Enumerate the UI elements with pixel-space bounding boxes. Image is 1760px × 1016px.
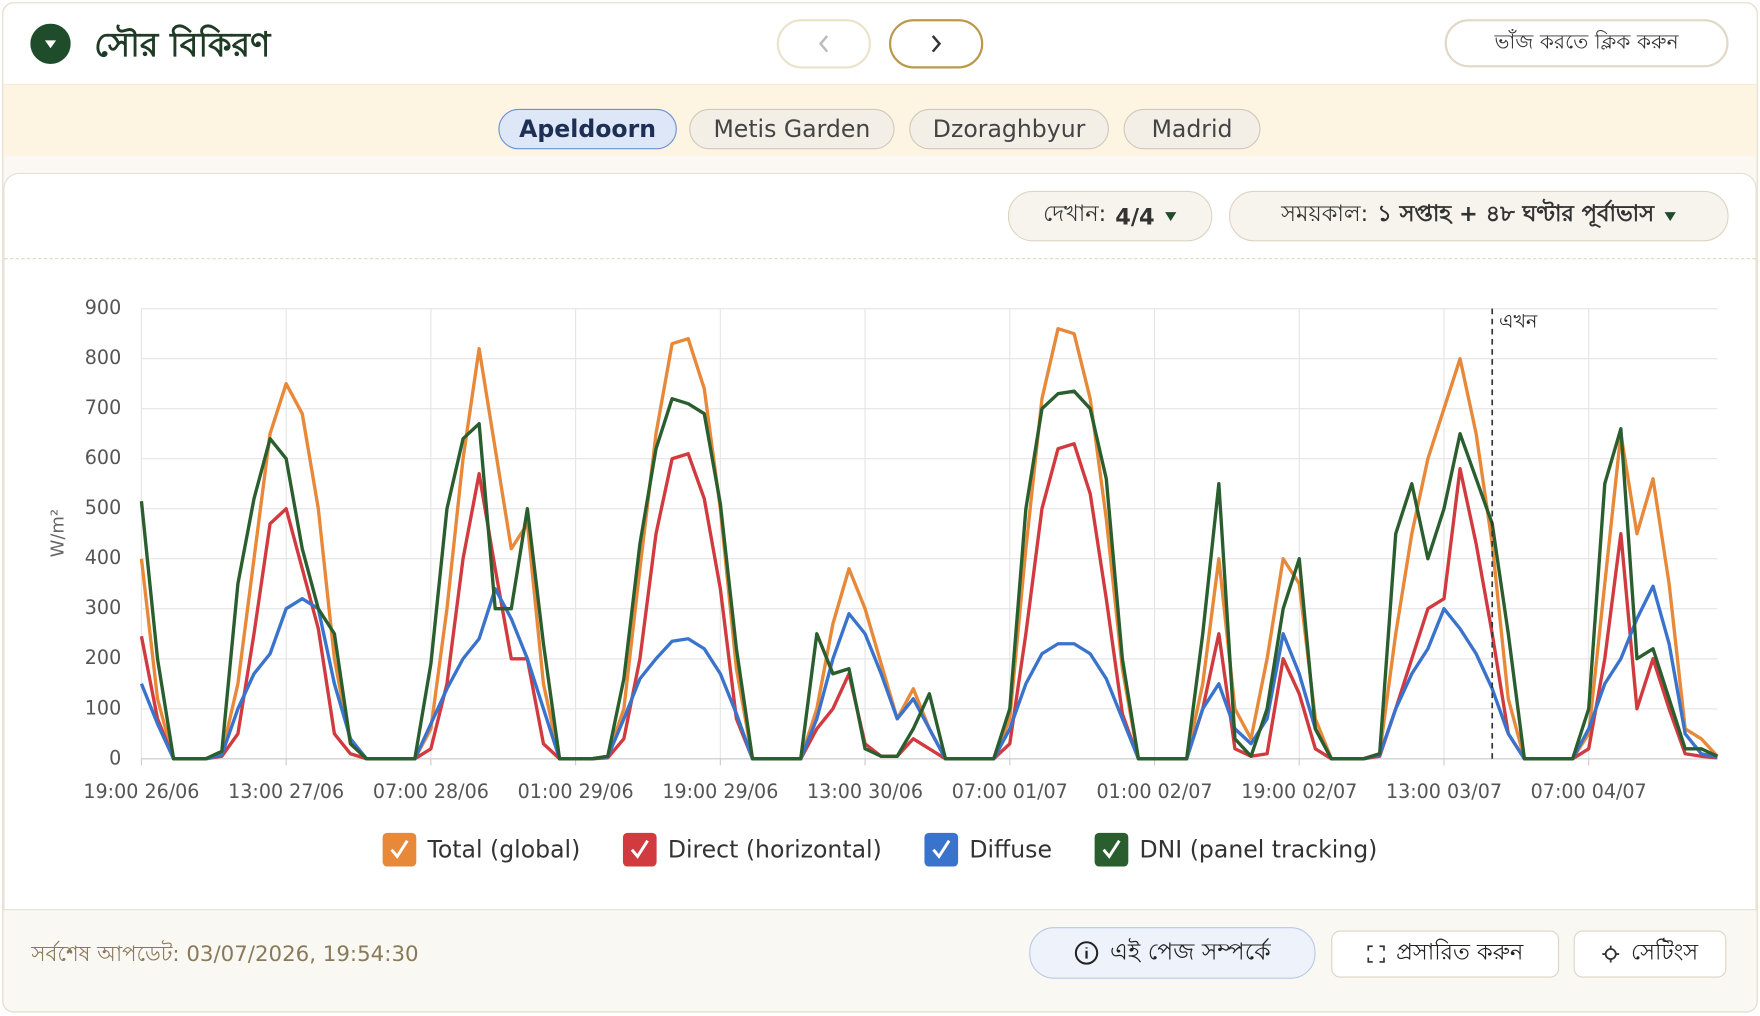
x-tick-label: 07:00 01/07 <box>952 781 1068 803</box>
legend-check <box>932 839 951 859</box>
y-axis-label: W/m² <box>47 509 68 557</box>
chart: 0 100 200 300 400 500 600 700 800 900 19:00 26/06 1… <box>47 297 1719 867</box>
x-tick-label: 19:00 29/06 <box>662 781 778 803</box>
next-button[interactable] <box>888 19 984 69</box>
period-value: ১ সপ্তাহ + ৪৮ ঘণ্টার পূর্বাভাস <box>1377 199 1655 227</box>
series-line <box>139 389 1719 761</box>
period-select[interactable]: সময়কাল: ১ সপ্তাহ + ৪৮ ঘণ্টার পূর্বাভাস <box>1229 190 1729 242</box>
legend-checkbox <box>924 832 959 867</box>
legend-item[interactable]: Total (global) <box>382 832 581 867</box>
legend-check <box>630 839 649 859</box>
x-tick-label: 01:00 02/07 <box>1097 781 1213 803</box>
y-tick-label: 100 <box>85 697 121 719</box>
legend-checkbox <box>382 832 417 867</box>
show-select[interactable]: দেখান: 4/4 <box>1007 190 1213 242</box>
tab[interactable]: Dzoraghbyur <box>909 108 1109 150</box>
y-tick-label: 400 <box>85 547 121 569</box>
show-value: 4/4 <box>1115 202 1155 230</box>
expand-button[interactable]: প্রসারিত করুন <box>1331 930 1560 978</box>
y-tick-label: 900 <box>85 297 121 319</box>
tab[interactable]: Madrid <box>1123 108 1261 150</box>
settings-text: সেটিংস <box>1631 937 1699 965</box>
x-tick-label: 13:00 30/06 <box>807 781 923 803</box>
legend-item[interactable]: Direct (horizontal) <box>622 832 882 867</box>
divider <box>4 258 1756 260</box>
tab[interactable]: Apeldoorn <box>498 108 677 150</box>
y-tick-label: 0 <box>109 747 121 769</box>
y-tick-label: 600 <box>85 447 121 469</box>
legend-checkbox <box>622 832 657 867</box>
series-line <box>139 584 1718 761</box>
legend-label: Diffuse <box>969 835 1052 863</box>
legend-checkbox <box>1094 832 1129 867</box>
prev-button[interactable] <box>776 19 872 69</box>
legend-label: Total (global) <box>427 835 581 863</box>
legend-item[interactable]: Diffuse <box>924 832 1052 867</box>
y-tick-label: 800 <box>85 347 121 369</box>
expand-text: প্রসারিত করুন <box>1396 937 1524 965</box>
title: সৌর বিকিরণ <box>94 25 271 66</box>
collapse-button[interactable]: ভাঁজ করতে ক্লিক করুন <box>1444 19 1729 68</box>
x-tick-label: 01:00 29/06 <box>518 781 634 803</box>
now-label: এখন <box>1499 311 1538 333</box>
x-tick-label: 19:00 26/06 <box>83 781 199 803</box>
y-tick-label: 700 <box>85 397 121 419</box>
legend-item[interactable]: DNI (panel tracking) <box>1094 832 1378 867</box>
x-tick-label: 13:00 27/06 <box>228 781 344 803</box>
about-button[interactable]: এই পেজ সম্পর্কে <box>1029 927 1316 979</box>
settings-button[interactable]: সেটিংস <box>1573 930 1727 978</box>
x-tick-label: 07:00 04/07 <box>1531 781 1647 803</box>
legend-label: Direct (horizontal) <box>668 835 882 863</box>
legend-label: DNI (panel tracking) <box>1140 835 1378 863</box>
last-update: সর্বশেষ আপডেট: 03/07/2026, 19:54:30 <box>31 941 419 967</box>
period-label: সময়কাল: <box>1281 199 1369 227</box>
x-tick-label: 19:00 02/07 <box>1241 781 1357 803</box>
about-text: এই পেজ সম্পর্কে <box>1110 937 1271 965</box>
collapse-icon[interactable] <box>30 23 71 64</box>
y-tick-label: 300 <box>85 597 121 619</box>
y-tick-label: 200 <box>85 647 121 669</box>
legend-check <box>390 839 409 859</box>
show-label: দেখান: <box>1043 199 1107 227</box>
legend-check <box>1102 839 1121 859</box>
tab[interactable]: Metis Garden <box>689 108 895 150</box>
x-tick-label: 13:00 03/07 <box>1386 781 1502 803</box>
y-tick-label: 500 <box>85 497 121 519</box>
x-tick-label: 07:00 28/06 <box>373 781 489 803</box>
